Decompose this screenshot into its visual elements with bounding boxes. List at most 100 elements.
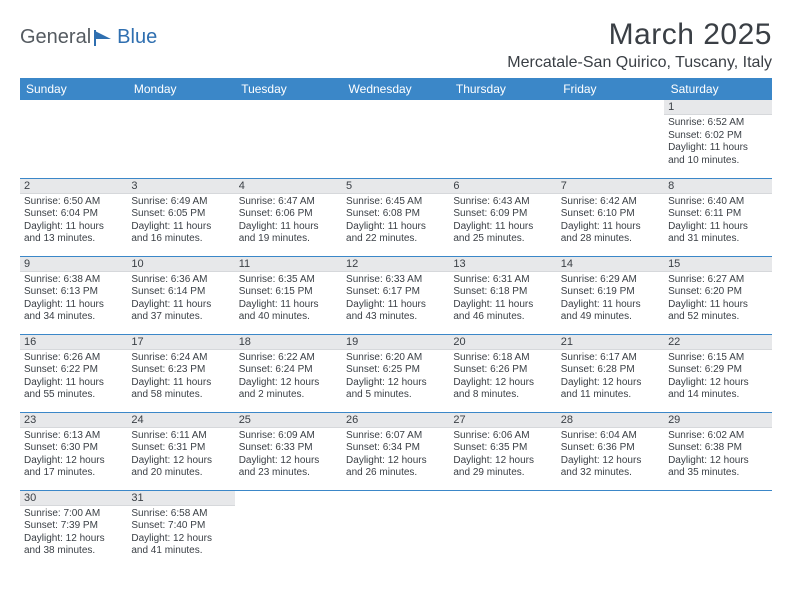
- info-line: Daylight: 11 hours: [24, 299, 123, 312]
- info-line: Sunset: 6:25 PM: [346, 364, 445, 377]
- calendar-week: 16Sunrise: 6:26 AMSunset: 6:22 PMDayligh…: [20, 334, 772, 412]
- calendar-cell: 14Sunrise: 6:29 AMSunset: 6:19 PMDayligh…: [557, 256, 664, 334]
- info-line: and 31 minutes.: [668, 233, 767, 246]
- day-info: Sunrise: 6:09 AMSunset: 6:33 PMDaylight:…: [235, 428, 342, 483]
- info-line: Sunset: 6:38 PM: [668, 442, 767, 455]
- day-number: 2: [20, 179, 127, 194]
- info-line: and 10 minutes.: [668, 155, 767, 168]
- day-number: 25: [235, 413, 342, 428]
- info-line: Sunset: 6:04 PM: [24, 208, 123, 221]
- calendar-cell: [557, 490, 664, 568]
- info-line: Sunset: 6:08 PM: [346, 208, 445, 221]
- info-line: Sunset: 6:14 PM: [131, 286, 230, 299]
- weekday-header: Thursday: [449, 78, 556, 100]
- day-info: Sunrise: 6:47 AMSunset: 6:06 PMDaylight:…: [235, 194, 342, 249]
- info-line: Daylight: 12 hours: [131, 455, 230, 468]
- day-number: 31: [127, 491, 234, 506]
- day-number: 24: [127, 413, 234, 428]
- info-line: Sunset: 7:39 PM: [24, 520, 123, 533]
- info-line: and 29 minutes.: [453, 467, 552, 480]
- info-line: and 20 minutes.: [131, 467, 230, 480]
- day-number: 18: [235, 335, 342, 350]
- day-number: 1: [664, 100, 771, 115]
- info-line: and 14 minutes.: [668, 389, 767, 402]
- day-number: 21: [557, 335, 664, 350]
- info-line: Sunset: 6:15 PM: [239, 286, 338, 299]
- calendar-cell: 30Sunrise: 7:00 AMSunset: 7:39 PMDayligh…: [20, 490, 127, 568]
- info-line: and 43 minutes.: [346, 311, 445, 324]
- day-info: Sunrise: 6:49 AMSunset: 6:05 PMDaylight:…: [127, 194, 234, 249]
- day-number: 28: [557, 413, 664, 428]
- title-block: March 2025 Mercatale-San Quirico, Tuscan…: [507, 18, 772, 72]
- calendar-cell: [664, 490, 771, 568]
- weekday-header: Tuesday: [235, 78, 342, 100]
- info-line: and 35 minutes.: [668, 467, 767, 480]
- info-line: Sunset: 6:19 PM: [561, 286, 660, 299]
- info-line: Daylight: 12 hours: [453, 377, 552, 390]
- info-line: Sunset: 6:31 PM: [131, 442, 230, 455]
- info-line: Daylight: 12 hours: [561, 377, 660, 390]
- weekday-header: Monday: [127, 78, 234, 100]
- info-line: and 5 minutes.: [346, 389, 445, 402]
- day-info: Sunrise: 6:42 AMSunset: 6:10 PMDaylight:…: [557, 194, 664, 249]
- calendar-cell: 17Sunrise: 6:24 AMSunset: 6:23 PMDayligh…: [127, 334, 234, 412]
- info-line: Daylight: 11 hours: [131, 377, 230, 390]
- info-line: and 32 minutes.: [561, 467, 660, 480]
- info-line: Sunrise: 6:50 AM: [24, 196, 123, 209]
- day-info: Sunrise: 6:04 AMSunset: 6:36 PMDaylight:…: [557, 428, 664, 483]
- day-number: 4: [235, 179, 342, 194]
- calendar-week: 1Sunrise: 6:52 AMSunset: 6:02 PMDaylight…: [20, 100, 772, 178]
- day-info: Sunrise: 6:11 AMSunset: 6:31 PMDaylight:…: [127, 428, 234, 483]
- info-line: and 40 minutes.: [239, 311, 338, 324]
- day-info: Sunrise: 6:45 AMSunset: 6:08 PMDaylight:…: [342, 194, 449, 249]
- info-line: Sunset: 6:10 PM: [561, 208, 660, 221]
- info-line: Daylight: 11 hours: [239, 299, 338, 312]
- info-line: Daylight: 12 hours: [131, 533, 230, 546]
- info-line: Daylight: 11 hours: [668, 299, 767, 312]
- info-line: Sunset: 6:20 PM: [668, 286, 767, 299]
- day-info: Sunrise: 6:58 AMSunset: 7:40 PMDaylight:…: [127, 506, 234, 561]
- calendar-cell: 6Sunrise: 6:43 AMSunset: 6:09 PMDaylight…: [449, 178, 556, 256]
- info-line: and 46 minutes.: [453, 311, 552, 324]
- info-line: Sunrise: 6:49 AM: [131, 196, 230, 209]
- info-line: Daylight: 11 hours: [453, 299, 552, 312]
- info-line: Sunrise: 6:35 AM: [239, 274, 338, 287]
- day-info: Sunrise: 6:40 AMSunset: 6:11 PMDaylight:…: [664, 194, 771, 249]
- info-line: Daylight: 11 hours: [239, 221, 338, 234]
- info-line: Daylight: 11 hours: [131, 221, 230, 234]
- info-line: Sunrise: 6:36 AM: [131, 274, 230, 287]
- info-line: Sunrise: 6:02 AM: [668, 430, 767, 443]
- calendar-cell: [449, 490, 556, 568]
- day-info: Sunrise: 6:17 AMSunset: 6:28 PMDaylight:…: [557, 350, 664, 405]
- calendar-cell: 9Sunrise: 6:38 AMSunset: 6:13 PMDaylight…: [20, 256, 127, 334]
- day-info: Sunrise: 6:38 AMSunset: 6:13 PMDaylight:…: [20, 272, 127, 327]
- info-line: and 28 minutes.: [561, 233, 660, 246]
- info-line: and 19 minutes.: [239, 233, 338, 246]
- calendar-cell: 19Sunrise: 6:20 AMSunset: 6:25 PMDayligh…: [342, 334, 449, 412]
- info-line: Sunset: 6:34 PM: [346, 442, 445, 455]
- logo: General Blue: [20, 26, 157, 49]
- day-info: Sunrise: 6:35 AMSunset: 6:15 PMDaylight:…: [235, 272, 342, 327]
- info-line: Sunrise: 6:18 AM: [453, 352, 552, 365]
- day-number: 27: [449, 413, 556, 428]
- info-line: Sunrise: 6:13 AM: [24, 430, 123, 443]
- day-info: Sunrise: 6:06 AMSunset: 6:35 PMDaylight:…: [449, 428, 556, 483]
- day-info: Sunrise: 6:52 AMSunset: 6:02 PMDaylight:…: [664, 115, 771, 170]
- info-line: and 25 minutes.: [453, 233, 552, 246]
- info-line: and 17 minutes.: [24, 467, 123, 480]
- calendar-cell: 26Sunrise: 6:07 AMSunset: 6:34 PMDayligh…: [342, 412, 449, 490]
- location: Mercatale-San Quirico, Tuscany, Italy: [507, 54, 772, 72]
- info-line: Daylight: 12 hours: [668, 377, 767, 390]
- calendar-cell: [127, 100, 234, 178]
- info-line: and 22 minutes.: [346, 233, 445, 246]
- day-info: Sunrise: 6:50 AMSunset: 6:04 PMDaylight:…: [20, 194, 127, 249]
- info-line: Sunrise: 6:38 AM: [24, 274, 123, 287]
- logo-word-1: General: [20, 26, 91, 49]
- day-info: Sunrise: 7:00 AMSunset: 7:39 PMDaylight:…: [20, 506, 127, 561]
- weekday-header: Wednesday: [342, 78, 449, 100]
- calendar-cell: 11Sunrise: 6:35 AMSunset: 6:15 PMDayligh…: [235, 256, 342, 334]
- info-line: Sunset: 6:23 PM: [131, 364, 230, 377]
- weekday-header: Friday: [557, 78, 664, 100]
- info-line: Daylight: 11 hours: [346, 299, 445, 312]
- info-line: Sunrise: 6:26 AM: [24, 352, 123, 365]
